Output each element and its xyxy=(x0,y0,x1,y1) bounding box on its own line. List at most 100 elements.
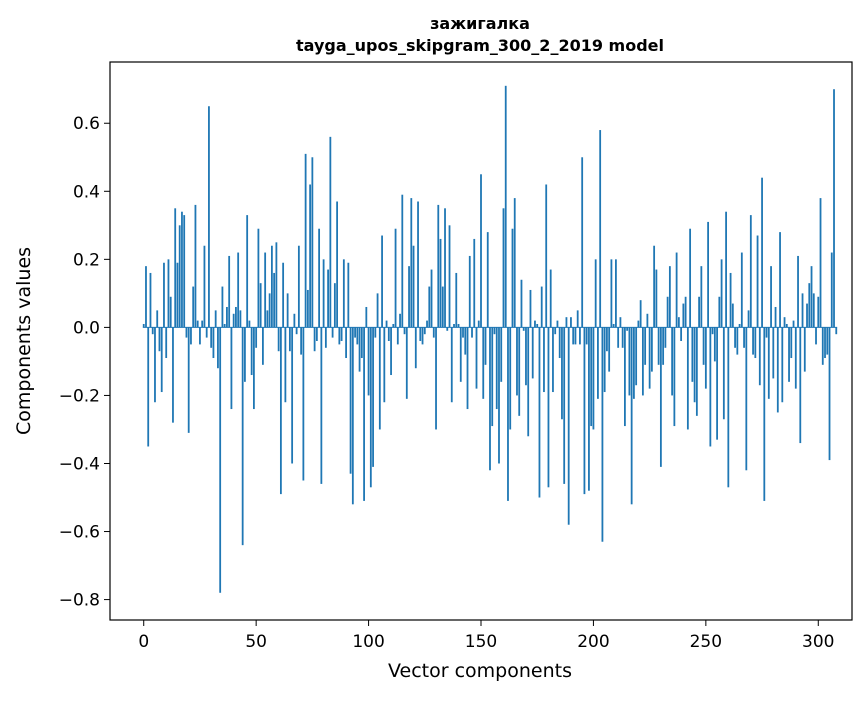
bar xyxy=(318,228,321,328)
bar xyxy=(511,228,514,328)
bar xyxy=(819,198,822,328)
bar xyxy=(165,327,168,359)
bar xyxy=(626,327,629,331)
bar xyxy=(675,252,678,328)
bar xyxy=(228,255,231,328)
bar xyxy=(655,269,658,328)
bar xyxy=(664,327,667,348)
bar xyxy=(747,310,750,328)
bar xyxy=(673,327,676,427)
bar xyxy=(729,272,732,328)
bar xyxy=(830,252,833,328)
bar xyxy=(583,327,586,495)
x-axis-ticks: 0 50 100 150 200 250 300 xyxy=(138,620,834,652)
y-axis-ticks: −0.8 −0.6 −0.4 −0.2 0.0 0.2 0.4 0.6 xyxy=(59,114,110,611)
bar xyxy=(695,327,698,416)
bar xyxy=(792,320,795,328)
bar xyxy=(594,259,597,328)
bar xyxy=(381,235,383,328)
y-tick-label: −0.2 xyxy=(59,386,100,406)
bar xyxy=(221,286,224,328)
bar xyxy=(441,286,444,328)
bar xyxy=(459,327,462,382)
bar xyxy=(241,327,244,546)
bar xyxy=(529,289,532,328)
bar xyxy=(540,286,543,328)
bar xyxy=(684,296,687,328)
bar xyxy=(304,153,307,328)
bar xyxy=(770,266,772,328)
bar xyxy=(538,327,541,498)
bar xyxy=(630,327,633,505)
bar xyxy=(145,266,147,328)
bar xyxy=(711,327,714,335)
bar xyxy=(142,323,145,328)
bar xyxy=(608,327,611,372)
bar xyxy=(183,215,186,328)
bar xyxy=(471,327,473,338)
bar xyxy=(666,296,669,328)
bar xyxy=(576,310,579,328)
bar xyxy=(646,313,649,328)
bar xyxy=(291,327,294,464)
bar xyxy=(677,317,680,328)
bar xyxy=(279,327,282,495)
bar xyxy=(693,327,696,403)
bar xyxy=(331,327,334,338)
bar xyxy=(466,327,469,410)
plot-frame xyxy=(109,61,853,621)
bar xyxy=(185,327,188,338)
bar xyxy=(244,327,246,382)
bar xyxy=(235,306,237,328)
bar xyxy=(765,327,768,338)
bar xyxy=(653,245,656,328)
bar xyxy=(455,272,458,328)
bar xyxy=(545,184,548,328)
bar xyxy=(554,327,557,335)
bar xyxy=(603,327,606,393)
bar xyxy=(282,262,285,328)
bar xyxy=(484,327,487,365)
bar xyxy=(808,283,811,328)
bar xyxy=(475,327,478,389)
bar xyxy=(295,327,298,335)
bar xyxy=(293,313,296,328)
bar xyxy=(277,327,280,352)
bar xyxy=(689,228,692,328)
bar xyxy=(432,327,435,338)
bar xyxy=(824,327,826,359)
bar xyxy=(648,327,651,389)
bar xyxy=(205,327,208,338)
x-tick-label: 100 xyxy=(352,632,384,652)
bar xyxy=(686,327,689,430)
bar xyxy=(450,327,453,403)
bar xyxy=(619,317,622,328)
bar xyxy=(828,327,831,461)
bar xyxy=(592,327,595,430)
bar xyxy=(163,262,165,328)
bar xyxy=(284,327,287,403)
bar xyxy=(700,266,703,328)
bar xyxy=(716,327,718,440)
bar xyxy=(302,327,305,481)
bar xyxy=(657,327,660,365)
bar xyxy=(149,272,152,328)
bar xyxy=(423,327,426,335)
bar xyxy=(345,327,347,359)
x-tick-label: 0 xyxy=(138,632,149,652)
bar xyxy=(621,327,624,348)
bar xyxy=(749,215,752,328)
bar xyxy=(360,327,363,359)
bar xyxy=(718,296,721,328)
bar xyxy=(421,327,424,345)
bar xyxy=(315,327,318,341)
bar xyxy=(662,327,665,365)
bar xyxy=(253,327,255,410)
bar xyxy=(464,327,467,355)
bar xyxy=(439,238,442,328)
bar xyxy=(473,238,476,328)
y-tick-label: 0.4 xyxy=(73,182,100,202)
bar xyxy=(311,157,314,328)
bar xyxy=(412,245,415,328)
